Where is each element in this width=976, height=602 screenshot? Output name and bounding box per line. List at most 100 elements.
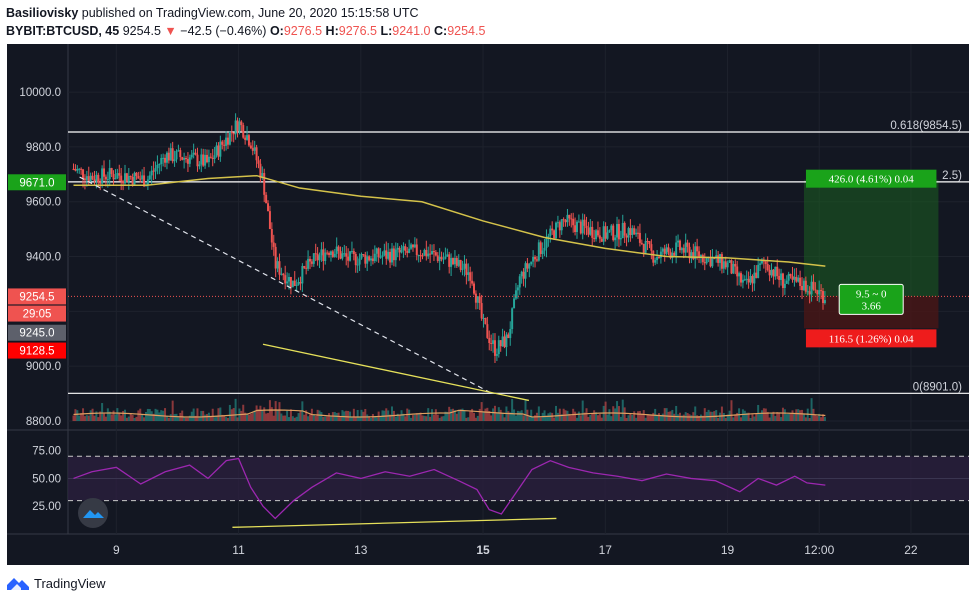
volume-bar: [104, 416, 107, 421]
volume-bar: [211, 408, 214, 421]
volume-bar: [282, 415, 285, 421]
candle-body: [751, 276, 754, 284]
volume-bar: [575, 417, 578, 421]
volume-bar: [284, 415, 287, 421]
candle-body: [137, 175, 140, 179]
candle-body: [692, 252, 695, 260]
volume-bar: [91, 408, 94, 421]
brand-name[interactable]: TradingView: [34, 575, 106, 591]
candle-body: [274, 246, 277, 269]
candle-body: [217, 145, 220, 157]
candle-body: [801, 285, 804, 291]
time-tick-label: 17: [599, 543, 613, 557]
chart-area[interactable]: 10000.09800.09600.09400.09200.09000.0880…: [7, 44, 969, 565]
volume-bar: [181, 410, 184, 421]
candle-body: [673, 252, 676, 256]
candle-body: [158, 164, 161, 166]
time-tick-label: 12:00: [804, 543, 834, 557]
candle-body: [602, 226, 605, 242]
time-tick-label: 19: [721, 543, 735, 557]
candle-body: [686, 242, 689, 247]
volume-bar: [415, 413, 418, 421]
volume-bar: [263, 407, 266, 421]
volume-bar: [642, 410, 645, 421]
candle-body: [623, 222, 626, 236]
volume-bar: [370, 417, 373, 421]
support-trendline: [262, 343, 530, 402]
candle-body: [110, 168, 113, 174]
candle-body: [753, 272, 756, 284]
volume-bar: [490, 415, 493, 421]
candle-body: [179, 150, 182, 158]
volume-bar: [635, 417, 638, 421]
volume-bar: [509, 412, 512, 421]
candle-body: [514, 290, 517, 299]
volume-bar: [682, 414, 685, 421]
volume-bar: [434, 409, 437, 421]
volume-bar: [390, 406, 393, 421]
tradingview-watermark-icon[interactable]: [78, 498, 108, 528]
candle-body: [160, 157, 163, 165]
volume-bar: [459, 409, 462, 421]
candle-body: [72, 168, 75, 170]
volume-bar: [528, 415, 531, 421]
candle-body: [101, 168, 104, 184]
candle-body: [257, 160, 260, 164]
author-name[interactable]: Basiliovisky: [6, 6, 79, 20]
volume-bar: [127, 416, 130, 421]
candle-body: [272, 242, 275, 247]
volume-bar: [411, 415, 414, 421]
candle-body: [74, 169, 77, 171]
volume-bar: [215, 415, 218, 421]
volume-bar: [650, 414, 653, 421]
candle-body: [377, 248, 380, 258]
volume-bar: [507, 411, 510, 421]
volume-bar: [112, 410, 115, 421]
candle-body: [530, 261, 533, 265]
low-label: L:: [380, 24, 393, 38]
candle-body: [406, 250, 409, 253]
tradingview-logo-icon[interactable]: [6, 575, 30, 591]
volume-bar: [89, 410, 92, 421]
chart-canvas[interactable]: 10000.09800.09600.09400.09200.09000.0880…: [7, 44, 969, 565]
volume-bar: [463, 410, 466, 421]
candle-body: [326, 252, 329, 254]
candle-body: [614, 237, 617, 241]
candle-body: [505, 334, 508, 348]
candle-body: [522, 271, 525, 279]
volume-bar: [673, 413, 676, 421]
candle-body: [633, 228, 636, 235]
candle-body: [593, 237, 596, 240]
candle-body: [263, 173, 266, 195]
candle-body: [682, 248, 685, 253]
candle-body: [268, 211, 271, 230]
candle-body: [616, 223, 619, 238]
time-tick-label: 15: [476, 543, 490, 557]
volume-bar: [144, 411, 147, 421]
volume-bar: [255, 405, 258, 421]
volume-bar: [101, 403, 104, 421]
candle-body: [135, 172, 138, 176]
volume-bar: [596, 415, 599, 421]
volume-bar: [474, 417, 477, 421]
candle-body: [278, 261, 281, 275]
volume-bar: [661, 413, 664, 421]
candle-body: [680, 248, 683, 251]
volume-bar: [74, 409, 77, 421]
volume-bar: [793, 413, 796, 421]
candle-body: [267, 203, 270, 212]
volume-bar: [219, 407, 222, 421]
candle-body: [103, 168, 106, 177]
candle-body: [371, 258, 374, 262]
candle-body: [141, 175, 144, 180]
volume-bar: [440, 416, 443, 421]
candle-body: [797, 277, 800, 282]
candle-body: [654, 260, 657, 263]
volume-bar: [823, 417, 826, 421]
volume-bar: [244, 412, 247, 421]
volume-bar: [291, 416, 294, 421]
volume-bar: [690, 415, 693, 421]
candle-body: [455, 257, 458, 266]
volume-bar: [724, 417, 727, 421]
rsi-tick-label: 25.00: [32, 501, 61, 513]
